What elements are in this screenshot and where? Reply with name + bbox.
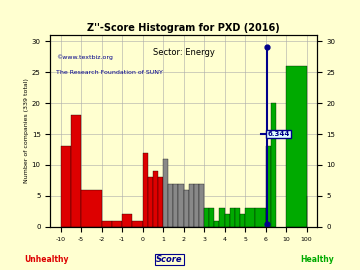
Text: Score: Score (156, 255, 183, 264)
Bar (153, 171, 158, 227)
Bar (214, 221, 220, 227)
Bar (122, 214, 132, 227)
Text: Sector: Energy: Sector: Energy (153, 48, 215, 56)
Bar (158, 177, 163, 227)
Bar (81, 190, 102, 227)
Title: Z''-Score Histogram for PXD (2016): Z''-Score Histogram for PXD (2016) (87, 23, 280, 33)
Text: ©www.textbiz.org: ©www.textbiz.org (56, 54, 113, 60)
Bar (189, 184, 194, 227)
Bar (184, 190, 189, 227)
Text: Healthy: Healthy (300, 255, 334, 264)
Bar (179, 184, 184, 227)
Bar (235, 208, 240, 227)
Bar (220, 208, 225, 227)
Bar (163, 159, 168, 227)
Bar (168, 184, 174, 227)
Bar (174, 184, 179, 227)
Bar (225, 214, 230, 227)
Bar (230, 208, 235, 227)
Bar (148, 177, 153, 227)
Bar (102, 221, 112, 227)
Bar (112, 221, 122, 227)
Bar (132, 221, 143, 227)
Bar (266, 146, 271, 227)
Bar (60, 146, 71, 227)
Bar (209, 208, 214, 227)
Text: Unhealthy: Unhealthy (24, 255, 69, 264)
Bar (271, 103, 276, 227)
Bar (204, 208, 209, 227)
Bar (194, 184, 199, 227)
Bar (255, 208, 266, 227)
Text: 6.344: 6.344 (267, 131, 290, 137)
Bar (245, 208, 255, 227)
Bar (240, 214, 245, 227)
Text: The Research Foundation of SUNY: The Research Foundation of SUNY (56, 70, 163, 75)
Bar (143, 153, 148, 227)
Bar (71, 116, 81, 227)
Y-axis label: Number of companies (339 total): Number of companies (339 total) (24, 79, 29, 183)
Bar (286, 66, 307, 227)
Bar (199, 184, 204, 227)
